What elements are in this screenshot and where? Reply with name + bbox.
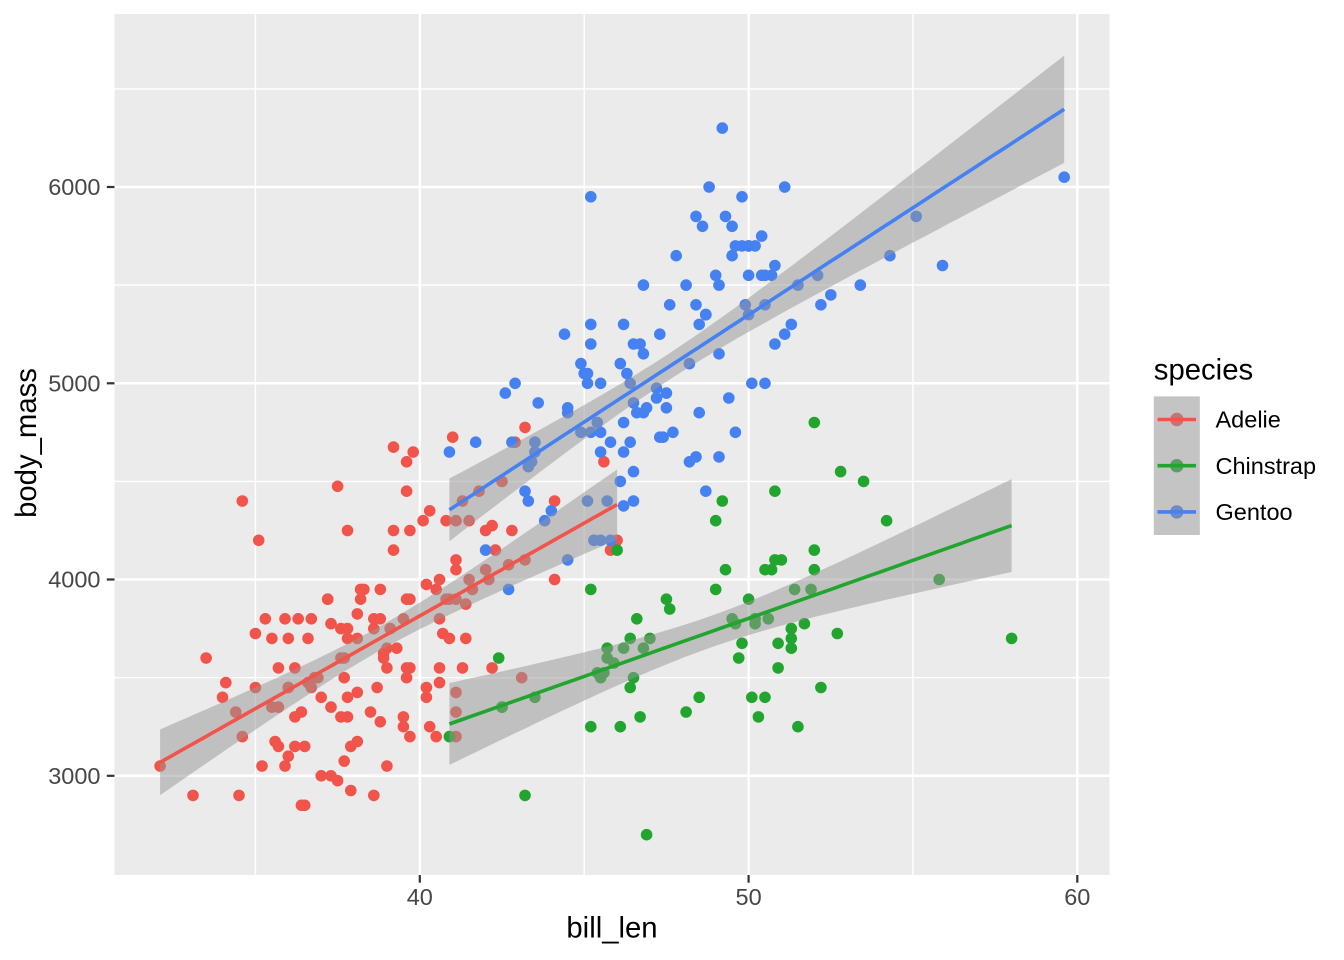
svg-text:6000: 6000 xyxy=(48,174,100,200)
svg-text:60: 60 xyxy=(1064,884,1090,910)
svg-text:Chinstrap: Chinstrap xyxy=(1216,453,1317,479)
svg-text:5000: 5000 xyxy=(48,371,100,397)
svg-text:bill_len: bill_len xyxy=(566,912,657,945)
svg-text:species: species xyxy=(1154,354,1253,387)
svg-text:body_mass: body_mass xyxy=(10,368,43,518)
svg-text:3000: 3000 xyxy=(48,763,100,789)
svg-text:50: 50 xyxy=(736,884,762,910)
svg-text:Gentoo: Gentoo xyxy=(1216,499,1293,525)
svg-text:Adelie: Adelie xyxy=(1216,407,1281,433)
svg-text:40: 40 xyxy=(407,884,433,910)
svg-text:4000: 4000 xyxy=(48,567,100,593)
